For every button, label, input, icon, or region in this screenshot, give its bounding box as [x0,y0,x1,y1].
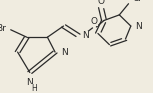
Text: O: O [91,17,98,26]
Text: N: N [26,78,33,87]
Text: O: O [97,0,104,6]
Text: N: N [61,48,68,57]
Text: Cl: Cl [132,0,141,3]
Text: N: N [82,31,89,40]
Text: N: N [135,22,142,31]
Text: H: H [31,84,37,93]
Text: Br: Br [0,24,6,33]
